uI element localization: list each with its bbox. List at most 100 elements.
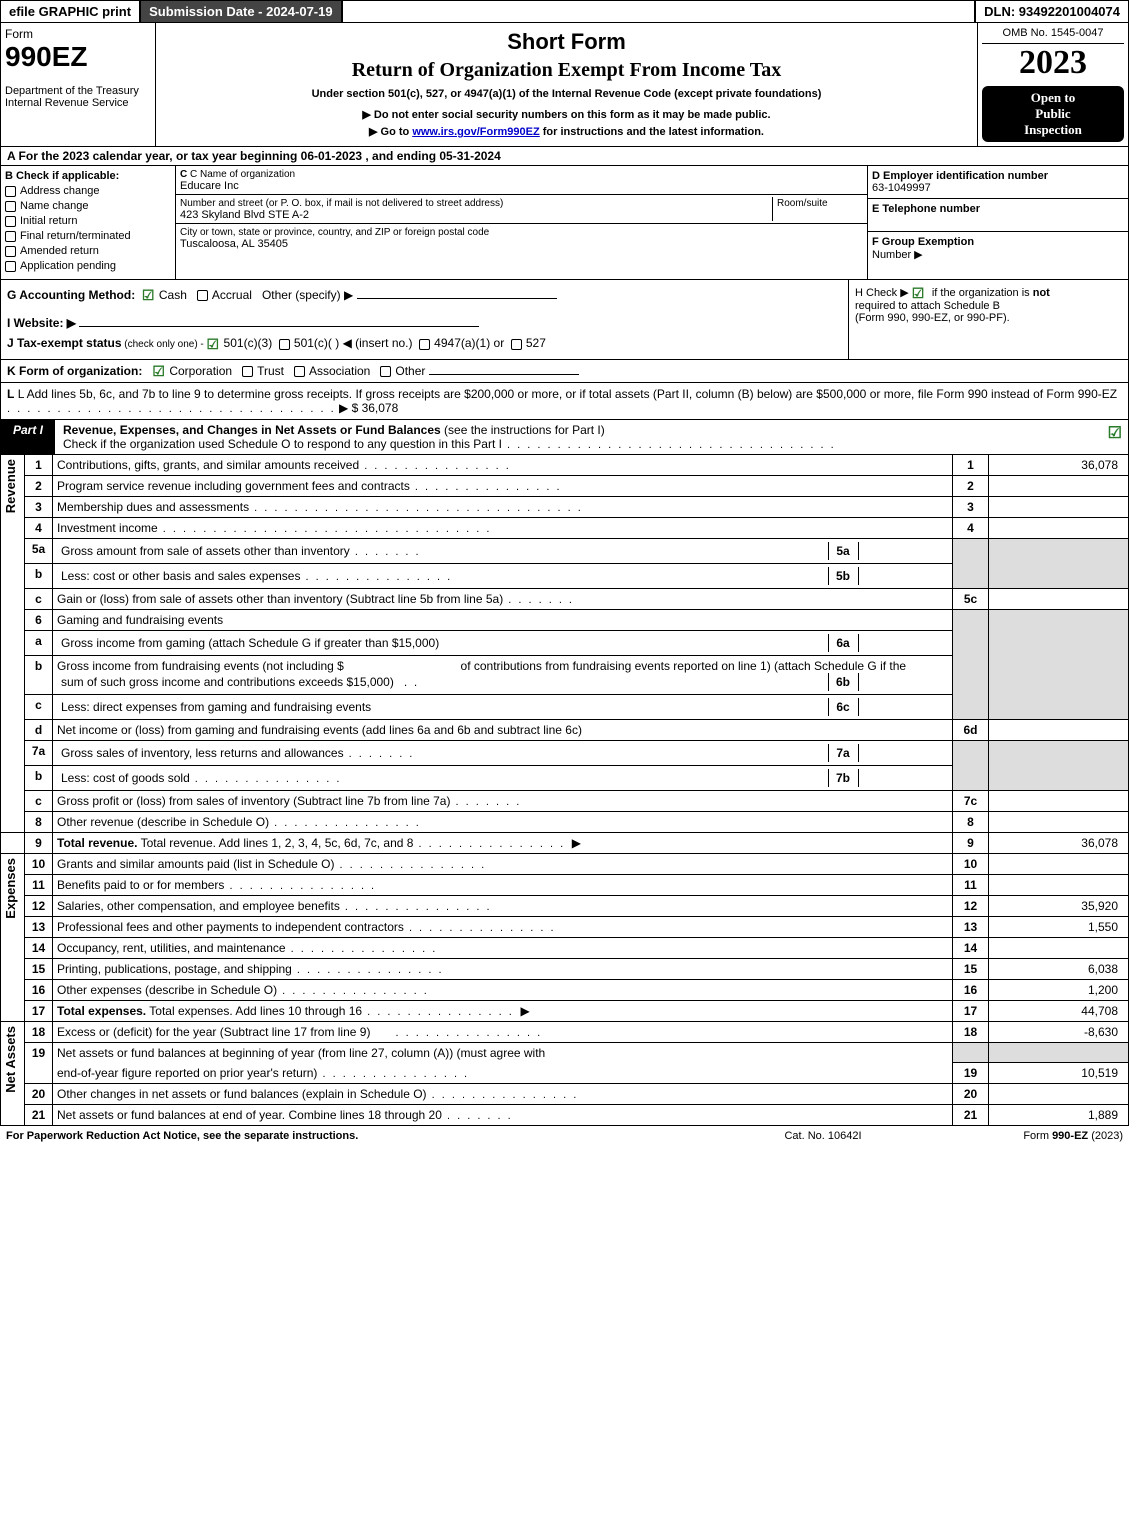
line-16-amount: 1,200 xyxy=(989,979,1129,1000)
form-title-block: Short Form Return of Organization Exempt… xyxy=(156,23,978,146)
line-6a-desc: Gross income from gaming (attach Schedul… xyxy=(53,630,953,655)
irs-link[interactable]: www.irs.gov/Form990EZ xyxy=(412,126,539,138)
top-bar: efile GRAPHIC print Submission Date - 20… xyxy=(0,0,1129,23)
group-exemption-label: F Group Exemption xyxy=(872,236,974,248)
section-a: A For the 2023 calendar year, or tax yea… xyxy=(0,147,1129,166)
amended-return-checkbox[interactable] xyxy=(5,246,16,257)
line-15-desc: Printing, publications, postage, and shi… xyxy=(53,958,953,979)
line-17-desc: Total expenses. Total expenses. Add line… xyxy=(53,1000,953,1021)
line-6c-desc: Less: direct expenses from gaming and fu… xyxy=(53,694,953,719)
address-change-checkbox[interactable] xyxy=(5,186,16,197)
line-19-desc-1: Net assets or fund balances at beginning… xyxy=(53,1042,953,1063)
trust-checkbox[interactable] xyxy=(242,366,253,377)
name-change-checkbox[interactable] xyxy=(5,201,16,212)
form-right-block: OMB No. 1545-0047 2023 Open to Public In… xyxy=(978,23,1128,146)
paperwork-notice: For Paperwork Reduction Act Notice, see … xyxy=(6,1130,723,1142)
submission-date-button[interactable]: Submission Date - 2024-07-19 xyxy=(141,1,343,22)
line-7a-desc: Gross sales of inventory, less returns a… xyxy=(53,740,953,765)
other-org-checkbox[interactable] xyxy=(380,366,391,377)
line-11-desc: Benefits paid to or for members . . . . … xyxy=(53,874,953,895)
part-1-header: Part I Revenue, Expenses, and Changes in… xyxy=(0,420,1129,455)
dln-label: DLN: 93492201004074 xyxy=(974,1,1128,22)
line-7c-amount xyxy=(989,790,1129,811)
department-label: Department of the Treasury Internal Reve… xyxy=(5,85,151,109)
line-14-amount xyxy=(989,937,1129,958)
line-20-desc: Other changes in net assets or fund bala… xyxy=(53,1084,953,1105)
street-address: 423 Skyland Blvd STE A-2 xyxy=(180,209,309,221)
line-9-desc: Total revenue. Total revenue. Add lines … xyxy=(53,832,953,853)
part-1-title: Revenue, Expenses, and Changes in Net As… xyxy=(55,420,1102,454)
header-info-grid: B Check if applicable: Address change Na… xyxy=(0,166,1129,280)
omb-number: OMB No. 1545-0047 xyxy=(982,27,1124,44)
line-6b-desc: Gross income from fundraising events (no… xyxy=(53,655,953,694)
revenue-table: Revenue 1 Contributions, gifts, grants, … xyxy=(0,455,1129,854)
form-number: 990EZ xyxy=(5,41,151,73)
line-4-desc: Investment income . . . . . . . . . . . … xyxy=(53,517,953,538)
cash-checkbox[interactable]: ☑ xyxy=(142,289,155,302)
line-2-amount xyxy=(989,475,1129,496)
line-5c-desc: Gain or (loss) from sale of assets other… xyxy=(53,588,953,609)
line-5c-amount xyxy=(989,588,1129,609)
accrual-checkbox[interactable] xyxy=(197,290,208,301)
org-name: Educare Inc xyxy=(180,180,239,192)
line-19-desc-2: end-of-year figure reported on prior yea… xyxy=(53,1063,953,1084)
line-6-desc: Gaming and fundraising events xyxy=(53,609,953,630)
line-7c-desc: Gross profit or (loss) from sales of inv… xyxy=(53,790,953,811)
line-20-amount xyxy=(989,1084,1129,1105)
application-pending-checkbox[interactable] xyxy=(5,261,16,272)
line-3-amount xyxy=(989,496,1129,517)
4947-checkbox[interactable] xyxy=(419,339,430,350)
catalog-number: Cat. No. 10642I xyxy=(723,1130,923,1142)
line-6d-desc: Net income or (loss) from gaming and fun… xyxy=(53,719,953,740)
line-10-desc: Grants and similar amounts paid (list in… xyxy=(53,854,953,875)
line-8-amount xyxy=(989,811,1129,832)
line-16-desc: Other expenses (describe in Schedule O) … xyxy=(53,979,953,1000)
box-d-ein: D Employer identification number 63-1049… xyxy=(868,166,1128,279)
line-13-desc: Professional fees and other payments to … xyxy=(53,916,953,937)
line-1-amount: 36,078 xyxy=(989,455,1129,476)
box-c-org-info: C C Name of organization Educare Inc Num… xyxy=(176,166,868,279)
box-b-checkboxes: B Check if applicable: Address change Na… xyxy=(1,166,176,279)
line-9-amount: 36,078 xyxy=(989,832,1129,853)
line-15-amount: 6,038 xyxy=(989,958,1129,979)
netassets-side-label: Net Assets xyxy=(1,1022,20,1097)
revenue-side-label: Revenue xyxy=(1,455,20,517)
line-5b-desc: Less: cost or other basis and sales expe… xyxy=(53,563,953,588)
line-3-desc: Membership dues and assessments . . . . … xyxy=(53,496,953,517)
phone-label: E Telephone number xyxy=(872,203,980,215)
line-12-desc: Salaries, other compensation, and employ… xyxy=(53,895,953,916)
line-7b-desc: Less: cost of goods sold . . . . . . . .… xyxy=(53,765,953,790)
line-12-amount: 35,920 xyxy=(989,895,1129,916)
501c3-checkbox[interactable]: ☑ xyxy=(207,338,220,351)
final-return-checkbox[interactable] xyxy=(5,231,16,242)
association-checkbox[interactable] xyxy=(294,366,305,377)
room-label: Room/suite xyxy=(777,198,828,209)
501c-checkbox[interactable] xyxy=(279,339,290,350)
expenses-side-label: Expenses xyxy=(1,854,20,923)
line-18-desc: Excess or (deficit) for the year (Subtra… xyxy=(53,1022,953,1043)
box-h-schedule-b: H Check ▶ ☑ if the organization is not r… xyxy=(848,280,1128,359)
accounting-website-taxstatus: G Accounting Method: ☑Cash Accrual Other… xyxy=(1,280,848,359)
line-1-desc: Contributions, gifts, grants, and simila… xyxy=(53,455,953,476)
under-section-text: Under section 501(c), 527, or 4947(a)(1)… xyxy=(164,88,969,100)
line-11-amount xyxy=(989,874,1129,895)
ein-value: 63-1049997 xyxy=(872,182,931,194)
net-assets-table: Net Assets 18 Excess or (deficit) for th… xyxy=(0,1022,1129,1127)
ssn-warning: ▶ Do not enter social security numbers o… xyxy=(164,108,969,121)
open-to-public-badge: Open to Public Inspection xyxy=(982,86,1124,142)
line-18-amount: -8,630 xyxy=(989,1022,1129,1043)
line-13-amount: 1,550 xyxy=(989,916,1129,937)
corporation-checkbox[interactable]: ☑ xyxy=(152,365,165,378)
line-21-amount: 1,889 xyxy=(989,1105,1129,1126)
efile-print-button[interactable]: efile GRAPHIC print xyxy=(1,1,141,22)
line-10-amount xyxy=(989,854,1129,875)
line-21-desc: Net assets or fund balances at end of ye… xyxy=(53,1105,953,1126)
initial-return-checkbox[interactable] xyxy=(5,216,16,227)
instructions-text: ▶ Go to www.irs.gov/Form990EZ for instru… xyxy=(164,125,969,138)
form-word: Form xyxy=(5,27,151,41)
527-checkbox[interactable] xyxy=(511,339,522,350)
schedule-b-checkbox[interactable]: ☑ xyxy=(912,287,925,300)
line-8-desc: Other revenue (describe in Schedule O) .… xyxy=(53,811,953,832)
part-1-check-icon: ☑ xyxy=(1102,420,1128,454)
row-l-gross-receipts: L L Add lines 5b, 6c, and 7b to line 9 t… xyxy=(0,383,1129,420)
